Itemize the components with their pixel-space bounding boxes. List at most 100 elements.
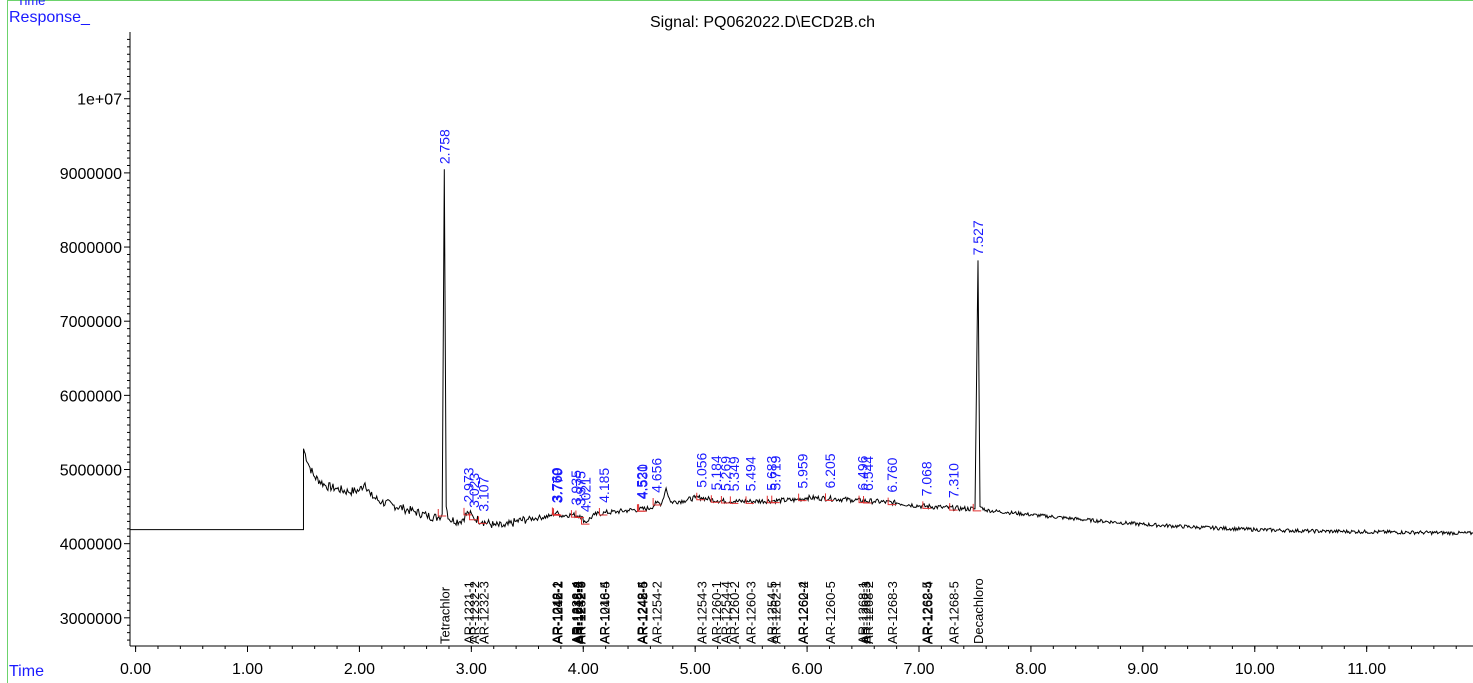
x-tick-label: 1.00: [232, 661, 263, 678]
signal-trace-group: [130, 169, 1473, 537]
compound-label: AR-1232-2: [467, 581, 482, 644]
compound-label: AR-1268-2: [861, 581, 876, 644]
integration-mark: [863, 495, 872, 504]
top-time-label: Time: [17, 0, 46, 8]
integration-mark: [652, 497, 662, 506]
peak-label: 5.269: [717, 456, 733, 491]
compound-label: AR-1262-3: [858, 581, 873, 644]
y-tick-label: 8000000: [60, 240, 122, 257]
peak-label: 3.975: [572, 471, 588, 506]
compound-label: AR-1232-5: [573, 581, 588, 644]
x-tick-label: 9.00: [1127, 661, 1158, 678]
compound-label: AR-1260-3: [743, 581, 758, 644]
peak-label: 4.656: [649, 458, 665, 493]
compound-label: AR-1242-1: [549, 581, 564, 644]
compound-label: AR-1242-2: [551, 581, 566, 644]
peak-label: 7.527: [970, 220, 986, 255]
y-axis-title: Response_: [9, 9, 90, 26]
integration-mark: [581, 517, 590, 525]
x-tick-label: 0.00: [120, 661, 151, 678]
compound-label: AR-1254-3: [694, 581, 709, 644]
compound-label: AR-1254-2: [650, 581, 665, 644]
y-tick-label: 6000000: [60, 388, 122, 405]
compound-label: AR-1268-4: [920, 581, 935, 644]
x-axis-title: Time: [9, 663, 44, 680]
compound-label: AR-1016-3: [571, 581, 586, 644]
integration-mark: [771, 495, 780, 504]
integration-mark: [720, 496, 730, 504]
x-tick-label: 11.00: [1347, 661, 1386, 678]
x-tick-label: 10.00: [1235, 661, 1275, 678]
peak-label: 5.494: [742, 456, 758, 491]
integration-mark: [922, 501, 931, 509]
integration-mark: [729, 496, 739, 504]
integration-mark: [949, 503, 958, 511]
chart-title: Signal: PQ062022.D\ECD2B.ch: [650, 14, 876, 31]
compound-label: AR-1248-2: [570, 581, 585, 644]
peak-label: 4.530: [635, 464, 651, 499]
integration-mark: [745, 496, 755, 504]
integration-mark: [478, 516, 487, 524]
axes-group: 3000000 4000000 5000000 6000000 7000000 80000…: [60, 32, 1473, 678]
peak-label: 6.760: [884, 457, 900, 492]
integration-mark: [887, 497, 897, 506]
x-tick-label: 3.00: [456, 661, 487, 678]
y-tick-label: 4000000: [60, 537, 122, 554]
integration-mark: [710, 495, 720, 503]
integration-mark: [824, 493, 834, 501]
compound-label: AR-1268-5: [947, 581, 962, 644]
peak-label: 5.184: [708, 455, 724, 490]
integration-mark: [798, 493, 807, 502]
compound-label: AR-1242-3: [572, 581, 587, 644]
x-tick-label: 8.00: [1015, 661, 1046, 678]
window-left-border: [7, 0, 8, 683]
peak-label: 6.496: [855, 455, 871, 490]
compound-label: AR-1262-1: [769, 581, 784, 644]
compound-label: AR-1232-4: [569, 581, 584, 644]
compound-label: AR-1232-3: [476, 581, 491, 644]
compound-label: AR-1016-4: [597, 581, 612, 644]
peak-label: 3.935: [568, 470, 584, 505]
peak-label: 5.683: [764, 455, 780, 490]
y-tick-label: 3000000: [60, 611, 122, 628]
x-tick-label: 4.00: [568, 661, 599, 678]
integration-mark: [551, 507, 561, 516]
compound-label: AR-1260-1: [709, 581, 724, 644]
compound-label: AR-1242-5: [635, 581, 650, 644]
peak-label: 5.959: [795, 453, 811, 488]
compound-label: AR-1248-4: [635, 581, 650, 644]
signal-trace: [130, 169, 1473, 537]
peak-label: 6.205: [822, 453, 838, 488]
compound-label: AR-1221-1: [461, 581, 476, 644]
y-tick-label: 5000000: [60, 463, 122, 480]
compound-label: AR-1260-4: [796, 581, 811, 644]
y-tick-label: 7000000: [60, 314, 122, 331]
peak-label: 5.056: [693, 452, 709, 487]
compound-label: AR-1262-2: [796, 581, 811, 644]
compound-label: AR-1248-5: [598, 581, 613, 644]
x-tick-label: 2.00: [344, 661, 375, 678]
compound-label: AR-1268-3: [885, 581, 900, 644]
peak-label: 3.769: [549, 468, 565, 503]
compound-label: AR-1248-1: [550, 581, 565, 644]
integration-mark: [972, 503, 982, 512]
integration-mark: [437, 509, 447, 517]
compound-label: AR-1254-5: [765, 581, 780, 644]
peak-label: 2.973: [460, 467, 476, 502]
peak-label: 7.068: [919, 461, 935, 496]
integration-marks-group: [437, 492, 982, 525]
compound-label: AR-1260-5: [823, 581, 838, 644]
peak-label: 6.544: [860, 456, 876, 491]
peak-label: 4.521: [634, 464, 650, 499]
peak-label: 4.185: [596, 468, 612, 503]
compound-label: AR-1016-2: [550, 581, 565, 644]
peak-label: 3.760: [548, 467, 564, 502]
integration-mark: [638, 504, 647, 512]
compound-label: AR-1248-5: [636, 581, 651, 644]
integration-mark: [598, 507, 608, 516]
y-tick-label: 1e+07: [77, 92, 122, 109]
peak-label: 5.719: [768, 455, 784, 490]
peak-label: 2.758: [436, 129, 452, 164]
compound-label: AR-1254-4: [718, 581, 733, 644]
